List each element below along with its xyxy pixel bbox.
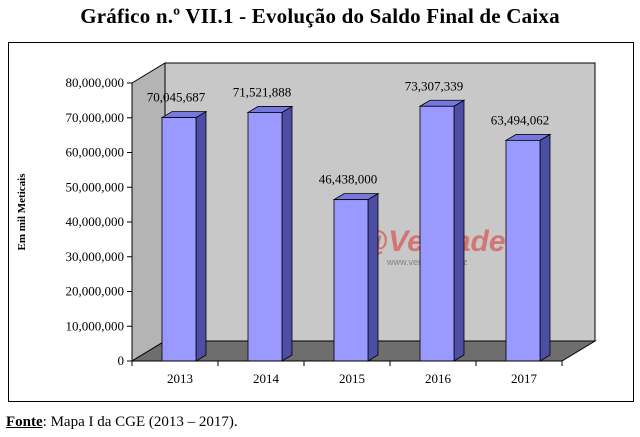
bar-front	[247, 112, 283, 362]
source-separator: :	[42, 414, 47, 430]
bar-chart: @Verdade www.verdade.co.mz 70,045,687201…	[16, 62, 597, 386]
y-tick-label: 70,000,000	[66, 110, 125, 125]
x-tick-label: 2013	[167, 371, 193, 386]
bar-side	[281, 105, 293, 362]
bar-side	[195, 110, 207, 362]
x-tick-label: 2017	[511, 371, 538, 386]
data-label: 63,494,062	[491, 112, 550, 127]
y-tick-label: 10,000,000	[66, 318, 125, 333]
y-tick-label: 30,000,000	[66, 249, 125, 264]
data-label: 46,438,000	[319, 172, 378, 187]
bar-front	[419, 105, 455, 362]
y-tick-label: 0	[118, 353, 125, 368]
y-axis-title: Em mil Meticais	[16, 173, 28, 251]
chart-side-wall	[131, 62, 166, 362]
bar-side	[453, 99, 465, 362]
data-label: 73,307,339	[405, 78, 464, 93]
x-tick-label: 2016	[425, 371, 452, 386]
source-text: Mapa I da CGE (2013 – 2017).	[50, 414, 238, 430]
bar-2016	[418, 99, 466, 362]
data-label: 70,045,687	[147, 90, 206, 105]
bar-front	[161, 117, 197, 362]
y-tick-label: 60,000,000	[66, 145, 125, 160]
bar-side	[539, 133, 551, 362]
y-tick-label: 40,000,000	[66, 214, 125, 229]
chart-frame: @Verdade www.verdade.co.mz 70,045,687201…	[8, 42, 634, 402]
bar-2015	[332, 192, 380, 362]
y-tick-label: 80,000,000	[66, 75, 125, 90]
bar-front	[333, 199, 369, 362]
y-tick-label: 20,000,000	[66, 284, 125, 299]
bar-side	[367, 192, 379, 362]
data-label: 71,521,888	[233, 84, 292, 99]
bar-2014	[246, 105, 294, 362]
source-label: Fonte	[6, 414, 43, 430]
y-tick-label: 50,000,000	[66, 179, 125, 194]
bar-2013	[160, 110, 208, 362]
source-note: Fonte: Mapa I da CGE (2013 – 2017).	[6, 414, 238, 431]
bar-front	[505, 139, 541, 362]
page-title: Gráfico n.º VII.1 - Evolução do Saldo Fi…	[80, 4, 560, 28]
x-tick-label: 2015	[339, 371, 365, 386]
x-tick-label: 2014	[253, 371, 280, 386]
bar-2017	[504, 133, 552, 362]
